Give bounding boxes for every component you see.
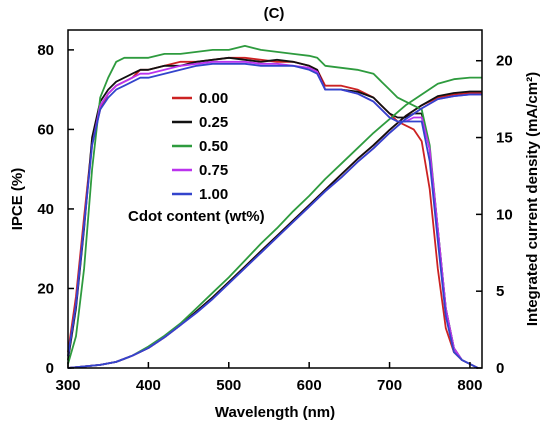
right-y-tick-label: 10: [496, 206, 513, 223]
left-y-tick-label: 80: [37, 42, 54, 59]
legend-title: Cdot content (wt%): [128, 208, 265, 225]
right-y-axis-ticks: 0 5 10 15 20: [476, 53, 513, 377]
x-tick-label: 800: [457, 377, 482, 394]
integrated-line-0-50: [67, 76, 482, 369]
left-y-tick-label: 40: [37, 201, 54, 218]
ipce-line-1-00: [67, 62, 479, 369]
integrated-line-1-00: [67, 93, 482, 369]
legend-label-0-00: 0.00: [199, 90, 228, 107]
legend: 0.00 0.25 0.50 0.75 1.00 Cdot content (wt%): [128, 90, 265, 225]
legend-label-0-50: 0.50: [199, 138, 228, 155]
x-axis-title: Wavelength (nm): [215, 404, 335, 421]
plot-clip-area: [67, 45, 482, 369]
right-y-tick-label: 0: [496, 360, 504, 377]
right-y-tick-label: 20: [496, 53, 513, 70]
panel-label: (C): [264, 5, 285, 22]
ipce-line-0-50: [67, 45, 479, 369]
x-tick-label: 700: [377, 377, 402, 394]
series-layer: [67, 45, 482, 369]
left-y-tick-label: 0: [46, 360, 54, 377]
plot-frame: [67, 29, 483, 369]
right-y-axis-title: Integrated current density (mA/cm²): [524, 72, 541, 326]
right-y-tick-label: 5: [496, 283, 504, 300]
x-axis-ticks: 300 400 500 600 700 800: [55, 362, 482, 394]
legend-label-0-25: 0.25: [199, 114, 228, 131]
x-tick-label: 300: [55, 377, 80, 394]
legend-label-0-75: 0.75: [199, 162, 228, 179]
right-y-tick-label: 15: [496, 130, 513, 147]
legend-label-1-00: 1.00: [199, 186, 228, 203]
x-tick-label: 400: [136, 377, 161, 394]
x-tick-label: 500: [216, 377, 241, 394]
left-y-tick-label: 20: [37, 280, 54, 297]
left-y-axis-title: IPCE (%): [9, 168, 26, 231]
left-y-tick-label: 60: [37, 121, 54, 138]
x-tick-label: 600: [297, 377, 322, 394]
left-y-axis-ticks: 0 20 40 60 80: [37, 42, 74, 377]
